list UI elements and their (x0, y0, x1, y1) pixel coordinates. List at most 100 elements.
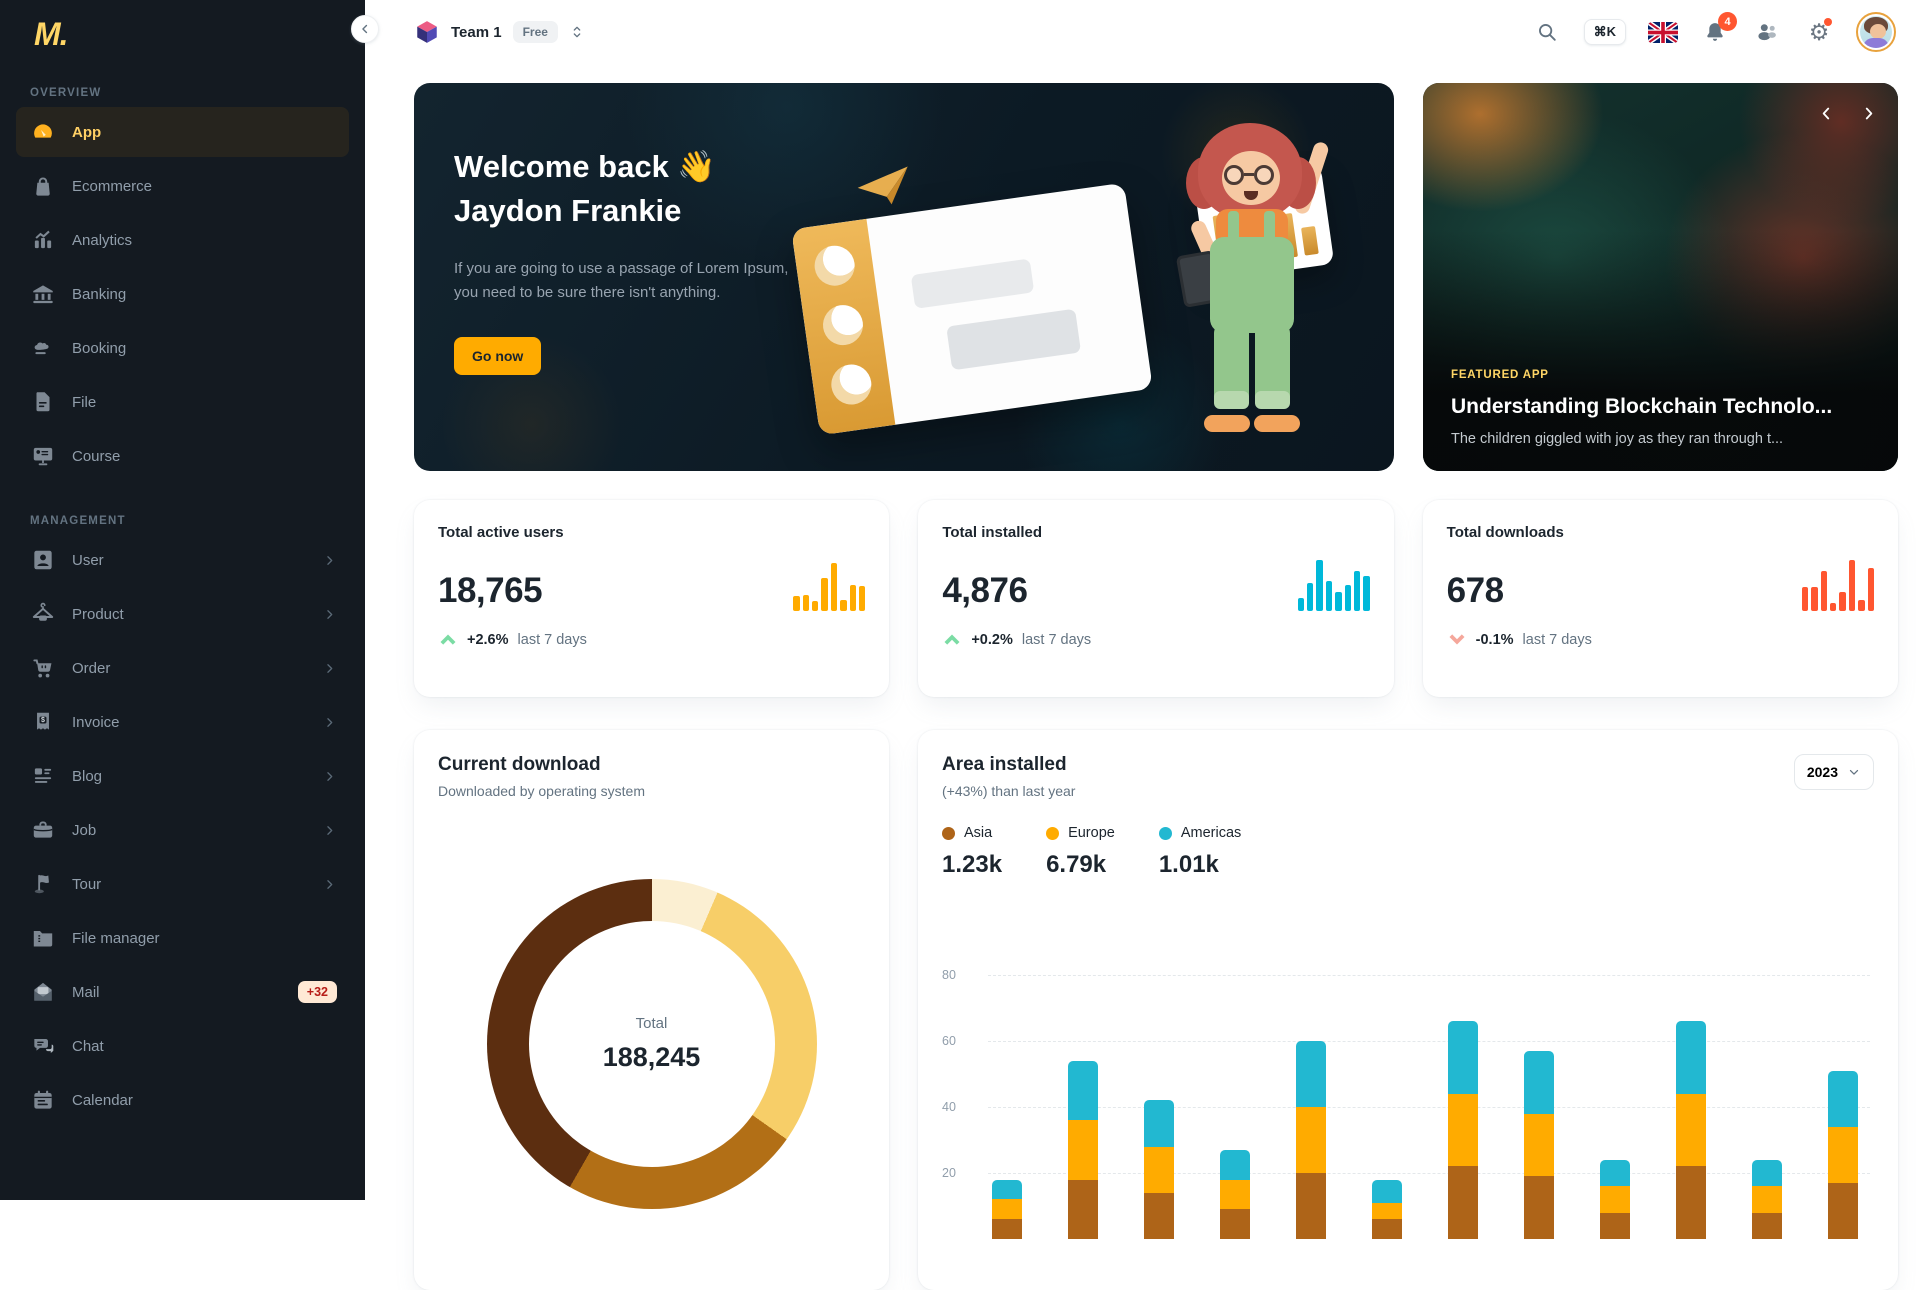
sidebar-item-product[interactable]: Product (16, 589, 349, 639)
team-name: Team 1 (451, 24, 502, 41)
sidebar-item-label: Analytics (72, 232, 132, 249)
sidebar-item-file-manager[interactable]: File manager (16, 913, 349, 963)
legend-total: 1.01k (1159, 851, 1241, 879)
calendar-icon (30, 1087, 56, 1113)
language-button[interactable] (1648, 17, 1678, 47)
sidebar-item-label: Booking (72, 340, 126, 357)
sidebar-item-label: User (72, 552, 104, 569)
sidebar-item-course[interactable]: Course (16, 431, 349, 481)
sidebar-item-banking[interactable]: Banking (16, 269, 349, 319)
stacked-bar (1676, 1021, 1706, 1239)
avatar-image (1860, 16, 1892, 48)
sidebar-collapse-button[interactable] (351, 15, 379, 43)
nav-section-label: OVERVIEW (30, 87, 365, 99)
legend-label: Americas (1181, 825, 1241, 841)
sidebar-item-file[interactable]: File (16, 377, 349, 427)
stat-value: 678 (1447, 571, 1504, 611)
stacked-bar (992, 1180, 1022, 1239)
carousel-next-button[interactable] (1854, 99, 1882, 127)
gridline (988, 1173, 1870, 1174)
sidebar-item-app[interactable]: App (16, 107, 349, 157)
dashboard-card-illustration (791, 183, 1153, 436)
briefcase-icon (30, 817, 56, 843)
sidebar-item-label: Invoice (72, 714, 120, 731)
team-selector[interactable]: Team 1 Free (414, 19, 585, 45)
trend-percent: +2.6% (467, 632, 509, 648)
sidebar-item-invoice[interactable]: $ Invoice (16, 697, 349, 747)
sidebar-item-order[interactable]: Order (16, 643, 349, 693)
stat-card-downloads: Total downloads 678 -0.1% last 7 days (1423, 500, 1898, 697)
chevron-right-icon (322, 877, 337, 892)
y-axis-tick: 80 (942, 968, 956, 982)
stacked-bar (1524, 1051, 1554, 1239)
stacked-bar (1220, 1150, 1250, 1239)
gauge-icon (30, 119, 56, 145)
chevron-right-icon (322, 715, 337, 730)
stacked-bar (1828, 1071, 1858, 1239)
search-button[interactable] (1532, 17, 1562, 47)
settings-button[interactable]: ⚙ (1804, 17, 1834, 47)
featured-app-card: FEATURED APP Understanding Blockchain Te… (1423, 83, 1898, 471)
trend-down-icon (1447, 629, 1467, 650)
sidebar-item-label: Calendar (72, 1092, 133, 1109)
folder-zip-icon (30, 925, 56, 951)
search-icon (1536, 21, 1558, 43)
blog-icon (30, 763, 56, 789)
sidebar-item-booking[interactable]: Booking (16, 323, 349, 373)
stat-label: Total active users (438, 524, 865, 541)
sidebar-item-user[interactable]: User (16, 535, 349, 585)
notifications-count-badge: 4 (1718, 12, 1737, 31)
sidebar-item-blog[interactable]: Blog (16, 751, 349, 801)
year-select[interactable]: 2023 (1794, 754, 1874, 790)
stat-card-installed: Total installed 4,876 +0.2% last 7 days (918, 500, 1393, 697)
banner-illustration (804, 109, 1370, 449)
file-icon (30, 389, 56, 415)
sidebar-item-label: Chat (72, 1038, 104, 1055)
legend-dot (1159, 827, 1172, 840)
user-avatar[interactable] (1856, 12, 1896, 52)
donut-center-label: Total (636, 1015, 668, 1032)
sidebar-item-label: Mail (72, 984, 100, 1001)
sidebar-item-tour[interactable]: Tour (16, 859, 349, 909)
go-now-button[interactable]: Go now (454, 337, 541, 375)
sidebar-item-label: File (72, 394, 96, 411)
chevron-left-icon (358, 22, 372, 36)
app-logo[interactable]: M. (34, 16, 365, 53)
contacts-button[interactable] (1752, 17, 1782, 47)
stacked-bar (1448, 1021, 1478, 1239)
trend-percent: -0.1% (1476, 632, 1514, 648)
sidebar-item-label: Blog (72, 768, 102, 785)
sidebar-item-label: Ecommerce (72, 178, 152, 195)
featured-title[interactable]: Understanding Blockchain Technolo... (1451, 395, 1870, 419)
chevron-down-icon (1847, 765, 1861, 779)
mail-unread-badge: +32 (298, 981, 337, 1003)
paper-plane-icon (854, 164, 916, 215)
legend-dot (942, 827, 955, 840)
shopping-bag-icon (30, 173, 56, 199)
team-switch-sorter-icon[interactable] (569, 24, 585, 40)
sidebar-item-analytics[interactable]: Analytics (16, 215, 349, 265)
sidebar-item-ecommerce[interactable]: Ecommerce (16, 161, 349, 211)
svg-text:$: $ (41, 717, 45, 724)
notifications-button[interactable]: 4 (1700, 17, 1730, 47)
sidebar-item-calendar[interactable]: Calendar (16, 1075, 349, 1125)
keyboard-shortcut-chip[interactable]: ⌘K (1584, 19, 1626, 45)
team-logo-icon (414, 19, 440, 45)
sidebar-item-label: App (72, 124, 101, 141)
trend-period: last 7 days (1523, 632, 1592, 648)
trend-up-icon (942, 629, 962, 650)
sidebar-item-mail[interactable]: Mail +32 (16, 967, 349, 1017)
carousel-prev-button[interactable] (1812, 99, 1840, 127)
stacked-bar (1144, 1100, 1174, 1239)
sidebar-item-job[interactable]: Job (16, 805, 349, 855)
main-content: Welcome back 👋 Jaydon Frankie If you are… (365, 64, 1920, 1200)
legend-label: Asia (964, 825, 992, 841)
donut-center-value: 188,245 (603, 1042, 701, 1073)
sidebar-item-chat[interactable]: Chat (16, 1021, 349, 1071)
stacked-bar (1600, 1160, 1630, 1239)
sparkline-chart (1298, 557, 1370, 611)
featured-overline: FEATURED APP (1451, 369, 1870, 381)
mail-open-icon (30, 979, 56, 1005)
